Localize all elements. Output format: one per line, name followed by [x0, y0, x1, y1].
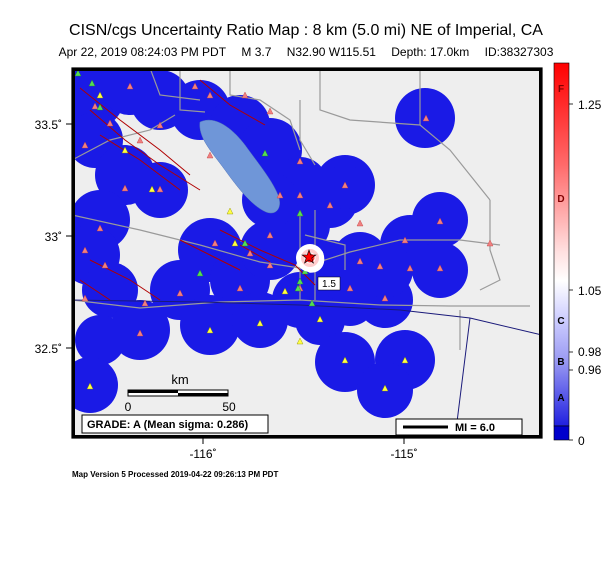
- coverage-area: [72, 68, 468, 418]
- contour-label: 1.5: [317, 276, 341, 291]
- svg-text:km: km: [171, 372, 188, 387]
- colorbar: F D C B A 1.25 1.05 0.98 0.96 0: [553, 62, 602, 448]
- svg-text:GRADE: A (Mean sigma: 0.286): GRADE: A (Mean sigma: 0.286): [87, 419, 249, 431]
- frame-ticks: [72, 68, 542, 438]
- axis-labels: 33.5˚ 33˚ 32.5˚ -116˚ -115˚: [35, 118, 418, 461]
- map-version-footer: Map Version 5 Processed 2019-04-22 09:26…: [72, 470, 279, 479]
- grade-box: GRADE: A (Mean sigma: 0.286): [81, 414, 269, 434]
- grade-letter: D: [557, 194, 564, 205]
- svg-text:1.5: 1.5: [322, 279, 336, 290]
- x-tick-label: -116˚: [189, 447, 216, 461]
- colorbar-value: 0.98: [578, 345, 602, 359]
- grade-letter: B: [557, 357, 564, 368]
- svg-text:MI = 6.0: MI = 6.0: [455, 422, 495, 434]
- grade-letter: C: [557, 316, 564, 327]
- event-depth: Depth: 17.0km: [391, 45, 470, 59]
- map-title: CISN/cgs Uncertainty Ratio Map : 8 km (5…: [69, 22, 543, 39]
- event-location: N32.90 W115.51: [286, 45, 376, 59]
- colorbar-value: 1.25: [578, 98, 602, 112]
- station-markers-yellow: [86, 91, 409, 392]
- y-tick-label: 32.5˚: [35, 342, 62, 356]
- scale-bar: km 0 50: [125, 372, 236, 414]
- epicenter-star-icon: [301, 249, 317, 264]
- grade-letter: A: [557, 393, 564, 404]
- event-datetime: Apr 22, 2019 08:24:03 PM PDT: [58, 45, 227, 59]
- border-line: [72, 299, 542, 438]
- event-magnitude: M 3.7: [241, 45, 272, 59]
- grade-letter: F: [558, 84, 564, 95]
- colorbar-value: 0: [578, 434, 585, 448]
- colorbar-value: 0.96: [578, 363, 602, 377]
- y-tick-label: 33.5˚: [35, 118, 62, 132]
- svg-text:50: 50: [222, 400, 236, 414]
- svg-text:0: 0: [125, 400, 132, 414]
- colorbar-value: 1.05: [578, 284, 602, 298]
- event-subtitle: Apr 22, 2019 08:24:03 PM PDT M 3.7 N32.9…: [0, 45, 612, 59]
- x-tick-label: -115˚: [390, 447, 417, 461]
- lake: [199, 120, 280, 214]
- mi-legend: MI = 6.0: [395, 418, 523, 436]
- y-tick-label: 33˚: [45, 230, 62, 244]
- station-markers: [81, 82, 494, 337]
- axis-ticks: [66, 123, 405, 444]
- event-id: ID:38327303: [484, 45, 554, 59]
